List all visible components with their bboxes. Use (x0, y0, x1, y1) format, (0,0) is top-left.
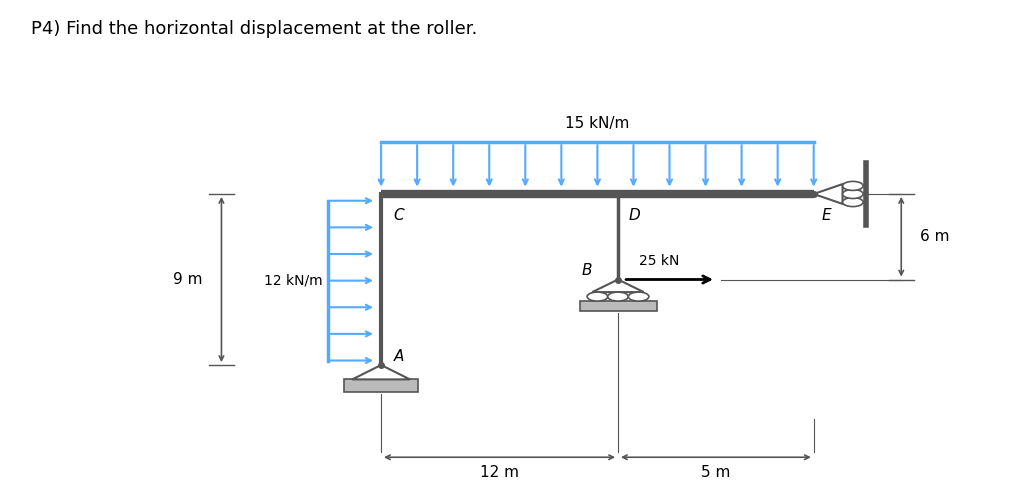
Bar (344, 380, 418, 392)
Text: 12 m: 12 m (480, 466, 519, 480)
Bar (580, 301, 657, 311)
Polygon shape (592, 280, 644, 292)
Text: 12 kN/m: 12 kN/m (264, 274, 322, 287)
Circle shape (628, 292, 649, 301)
Text: C: C (393, 208, 404, 222)
Text: 15 kN/m: 15 kN/m (565, 116, 629, 131)
Circle shape (843, 182, 863, 190)
Circle shape (843, 198, 863, 206)
Text: 5 m: 5 m (701, 466, 730, 480)
Text: P4) Find the horizontal displacement at the roller.: P4) Find the horizontal displacement at … (31, 20, 477, 38)
Text: D: D (628, 208, 640, 222)
Text: A: A (393, 349, 404, 364)
Circle shape (587, 292, 608, 301)
Text: B: B (582, 263, 592, 278)
Circle shape (608, 292, 628, 301)
Circle shape (843, 190, 863, 198)
Polygon shape (352, 365, 410, 380)
Text: 9 m: 9 m (173, 272, 203, 287)
Text: 6 m: 6 m (920, 229, 950, 244)
Polygon shape (814, 184, 843, 204)
Text: E: E (822, 208, 831, 222)
Text: 25 kN: 25 kN (639, 254, 679, 268)
